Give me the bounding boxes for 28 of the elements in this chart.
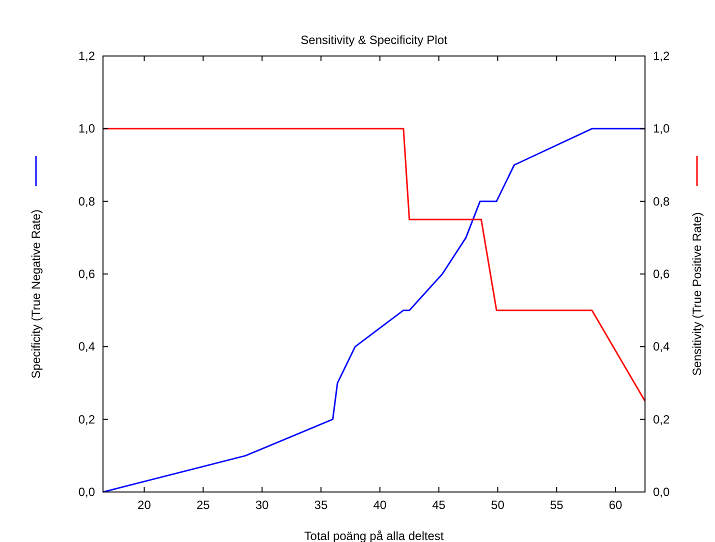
y2-tick-label: 0,2 <box>653 412 670 426</box>
y-tick-label: 1,0 <box>78 122 96 136</box>
x-tick-label: 20 <box>138 498 152 512</box>
y2-axis-title: Sensitivity (True Positive Rate) <box>690 212 704 376</box>
y-tick-label: 0,0 <box>78 485 96 499</box>
y2-tick-label: 0,8 <box>653 194 670 208</box>
x-tick-label: 50 <box>491 498 505 512</box>
y2-tick-label: 0,6 <box>653 267 670 281</box>
y-tick-label: 0,8 <box>78 194 96 208</box>
x-tick-label: 55 <box>550 498 564 512</box>
chart-title: Sensitivity & Specificity Plot <box>300 33 448 47</box>
y-tick-label: 0,4 <box>78 340 96 354</box>
y-tick-label: 0,2 <box>78 412 96 426</box>
x-tick-label: 30 <box>255 498 270 512</box>
line-series <box>103 128 645 493</box>
line-series <box>103 128 645 402</box>
x-tick-label: 60 <box>608 498 623 512</box>
y2-tick-label: 1,2 <box>653 49 670 63</box>
y-tick-label: 1,2 <box>78 49 96 63</box>
y2-tick-label: 0,0 <box>653 485 670 499</box>
y-axis-title: Specificity (True Negative Rate) <box>29 210 43 378</box>
x-tick-label: 40 <box>373 498 387 512</box>
y2-tick-label: 0,4 <box>653 340 670 354</box>
y2-tick-label: 1,0 <box>653 122 670 136</box>
y-tick-label: 0,6 <box>78 267 96 281</box>
x-tick-label: 45 <box>432 498 446 512</box>
x-tick-label: 25 <box>196 498 210 512</box>
x-tick-label: 35 <box>314 498 328 512</box>
